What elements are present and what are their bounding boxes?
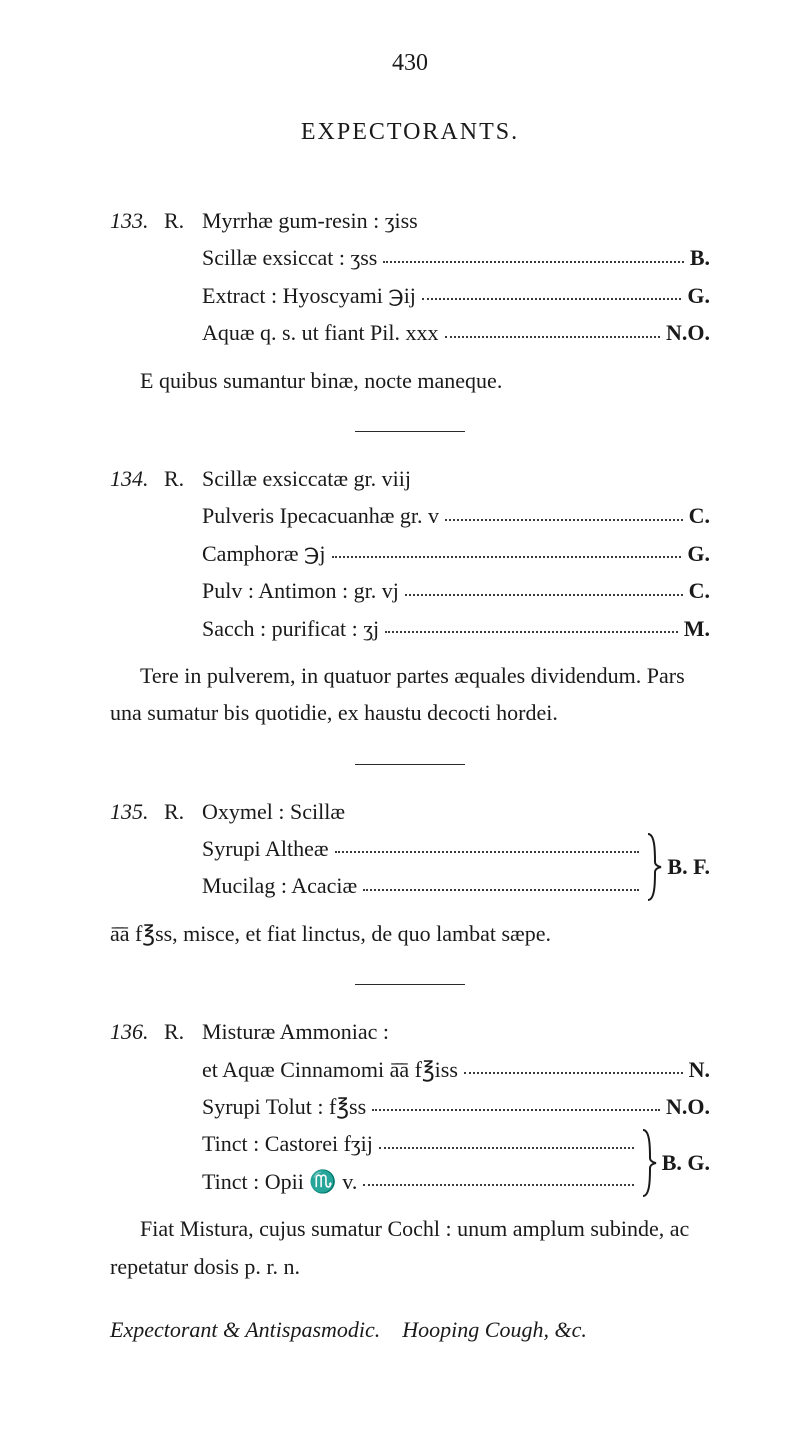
leader-dots (422, 297, 681, 300)
ingredient-line: Scillæ exsiccat : ʒss (202, 239, 377, 276)
ingredient-line: Mucilag : Acaciæ (202, 867, 357, 904)
brace-icon (645, 830, 663, 905)
leader-dots (363, 888, 639, 891)
ingredient-line: Syrupi Tolut : f℥ss (202, 1088, 366, 1125)
entry-135: 135. R. Oxymel : Scillæ Syrupi Altheæ Mu… (110, 793, 710, 953)
directions: Fiat Mistura, cujus sumatur Cochl : unum… (110, 1210, 710, 1285)
code-tag: N.O. (666, 1088, 710, 1125)
entry-number: 134. (110, 460, 164, 497)
ingredient-line: Tinct : Opii ♏ v. (202, 1163, 357, 1200)
page-number: 430 (110, 50, 710, 77)
code-tag: B. (690, 239, 710, 276)
leader-dots (385, 630, 678, 633)
ingredient-line: et Aquæ Cinnamomi ā̄ā f℥iss (202, 1051, 458, 1088)
directions: ā̄ā f℥ss, misce, et fiat linctus, de quo… (110, 915, 710, 952)
r-symbol: R. (164, 460, 202, 497)
code-tag: M. (684, 610, 710, 647)
code-tag: G. (687, 535, 710, 572)
ingredient-line: Oxymel : Scillæ (202, 793, 345, 830)
code-tag: B. G. (658, 1125, 710, 1200)
divider (355, 984, 465, 985)
divider (355, 431, 465, 432)
r-symbol: R. (164, 793, 202, 830)
footer-right: Hooping Cough, &c. (402, 1317, 587, 1342)
code-tag: N. (689, 1051, 710, 1088)
code-tag: C. (689, 572, 710, 609)
ingredient-line: Myrrhæ gum-resin : ʒiss (202, 202, 418, 239)
leader-dots (335, 850, 640, 853)
leader-dots (372, 1108, 660, 1111)
divider (355, 764, 465, 765)
footer-line: Expectorant & Antispasmodic. Hooping Cou… (110, 1317, 710, 1343)
ingredient-line: Pulv : Antimon : gr. vj (202, 572, 399, 609)
entry-134: 134. R. Scillæ exsiccatæ gr. viij Pulver… (110, 460, 710, 732)
entry-133: 133. R. Myrrhæ gum-resin : ʒiss Scillæ e… (110, 202, 710, 399)
section-heading: EXPECTORANTS. (110, 119, 710, 146)
ingredient-line: Extract : Hyoscyami ℈ij (202, 277, 416, 314)
code-tag: N.O. (666, 314, 710, 351)
entry-number: 133. (110, 202, 164, 239)
ingredient-line: Misturæ Ammoniac : (202, 1013, 389, 1050)
ingredient-line: Syrupi Altheæ (202, 830, 329, 867)
leader-dots (405, 593, 683, 596)
leader-dots (332, 555, 682, 558)
ingredient-line: Scillæ exsiccatæ gr. viij (202, 460, 411, 497)
ingredient-line: Pulveris Ipecacuanhæ gr. v (202, 497, 439, 534)
code-tag: B. F. (663, 830, 710, 905)
ingredient-line: Camphoræ ℈j (202, 535, 326, 572)
r-symbol: R. (164, 1013, 202, 1050)
leader-dots (379, 1146, 634, 1149)
ingredient-line: Aquæ q. s. ut fiant Pil. xxx (202, 314, 439, 351)
leader-dots (363, 1183, 633, 1186)
ingredient-line: Sacch : purificat : ʒj (202, 610, 379, 647)
code-tag: G. (687, 277, 710, 314)
footer-left: Expectorant & Antispasmodic. (110, 1317, 380, 1342)
code-tag: C. (689, 497, 710, 534)
brace-icon (640, 1125, 658, 1200)
leader-dots (445, 335, 660, 338)
entry-number: 136. (110, 1013, 164, 1050)
leader-dots (464, 1071, 683, 1074)
entry-136: 136. R. Misturæ Ammoniac : et Aquæ Cinna… (110, 1013, 710, 1285)
directions: Tere in pulverem, in quatuor partes æqua… (110, 657, 710, 732)
r-symbol: R. (164, 202, 202, 239)
ingredient-line: Tinct : Castorei fʒij (202, 1125, 373, 1162)
directions: E quibus sumantur binæ, nocte maneque. (110, 362, 710, 399)
leader-dots (445, 518, 683, 521)
leader-dots (383, 260, 683, 263)
entry-number: 135. (110, 793, 164, 830)
